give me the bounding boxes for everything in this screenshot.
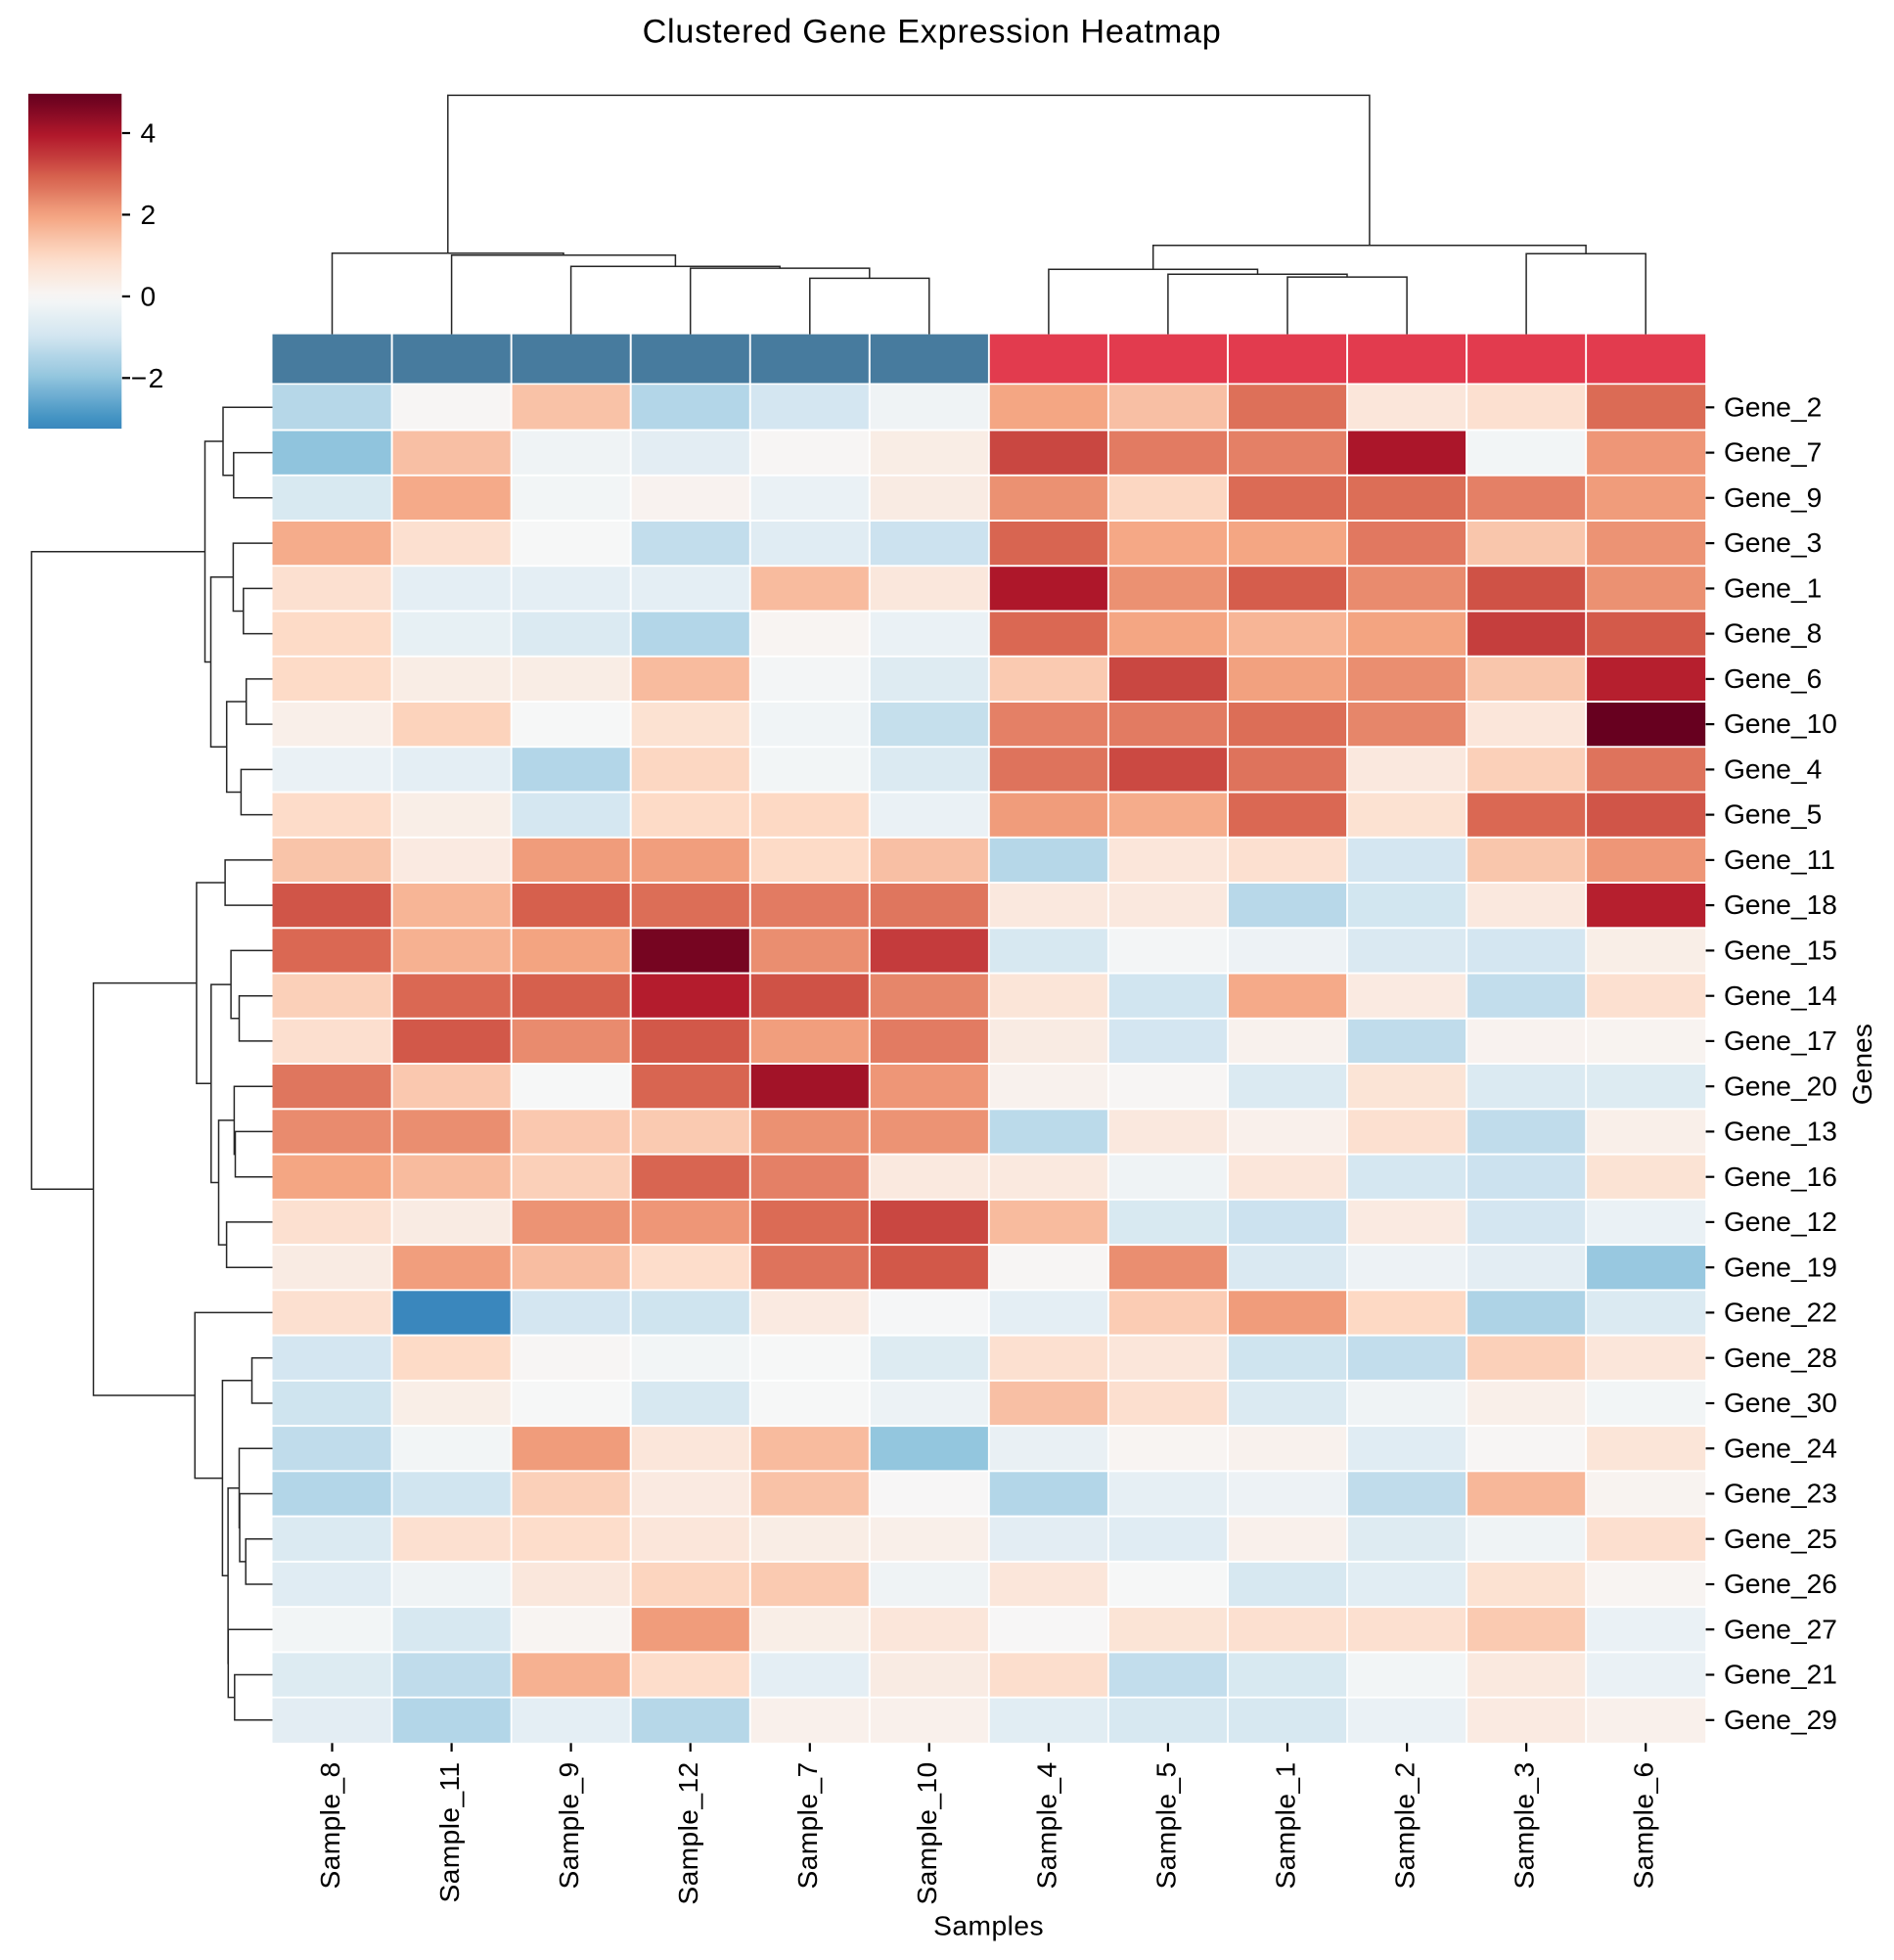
svg-text:Genes: Genes: [1846, 1024, 1877, 1105]
svg-text:Gene_12: Gene_12: [1724, 1206, 1837, 1237]
svg-text:Gene_24: Gene_24: [1724, 1432, 1837, 1463]
svg-text:Gene_5: Gene_5: [1724, 798, 1822, 830]
svg-text:Sample_1: Sample_1: [1269, 1761, 1300, 1889]
svg-text:4: 4: [140, 117, 156, 149]
svg-text:Gene_10: Gene_10: [1724, 707, 1837, 739]
svg-text:Sample_3: Sample_3: [1509, 1761, 1540, 1889]
svg-text:Sample_5: Sample_5: [1150, 1761, 1181, 1889]
svg-text:Gene_18: Gene_18: [1724, 889, 1837, 920]
svg-text:Gene_8: Gene_8: [1724, 617, 1822, 649]
svg-text:Sample_11: Sample_11: [433, 1761, 465, 1902]
svg-text:Gene_29: Gene_29: [1724, 1704, 1837, 1735]
svg-text:Gene_25: Gene_25: [1724, 1523, 1837, 1554]
svg-text:Gene_28: Gene_28: [1724, 1342, 1837, 1373]
svg-text:Sample_6: Sample_6: [1628, 1761, 1659, 1889]
svg-text:Gene_23: Gene_23: [1724, 1478, 1837, 1509]
svg-text:Samples: Samples: [933, 1909, 1044, 1940]
svg-text:Sample_7: Sample_7: [791, 1761, 823, 1889]
svg-text:Gene_7: Gene_7: [1724, 436, 1822, 468]
svg-text:Gene_13: Gene_13: [1724, 1116, 1837, 1147]
svg-text:0: 0: [140, 281, 156, 312]
svg-text:Gene_3: Gene_3: [1724, 526, 1822, 558]
svg-text:2: 2: [140, 199, 156, 230]
svg-text:Gene_1: Gene_1: [1724, 572, 1822, 604]
svg-text:Gene_16: Gene_16: [1724, 1161, 1837, 1192]
svg-text:Gene_19: Gene_19: [1724, 1251, 1837, 1282]
svg-text:Sample_2: Sample_2: [1389, 1761, 1420, 1889]
svg-text:Gene_27: Gene_27: [1724, 1613, 1837, 1644]
svg-text:Gene_9: Gene_9: [1724, 481, 1822, 513]
svg-text:Gene_17: Gene_17: [1724, 1025, 1837, 1056]
svg-text:Gene_20: Gene_20: [1724, 1070, 1837, 1101]
svg-text:Gene_22: Gene_22: [1724, 1297, 1837, 1328]
svg-text:Gene_2: Gene_2: [1724, 390, 1822, 422]
svg-text:Sample_8: Sample_8: [314, 1761, 345, 1889]
svg-text:Gene_14: Gene_14: [1724, 980, 1837, 1011]
svg-text:Gene_21: Gene_21: [1724, 1659, 1837, 1690]
svg-text:Gene_30: Gene_30: [1724, 1387, 1837, 1418]
svg-text:Clustered Gene Expression Heat: Clustered Gene Expression Heatmap: [643, 14, 1222, 51]
svg-text:Gene_26: Gene_26: [1724, 1568, 1837, 1599]
svg-text:Gene_4: Gene_4: [1724, 753, 1822, 785]
svg-text:−2: −2: [131, 362, 165, 393]
svg-text:Gene_11: Gene_11: [1724, 843, 1835, 875]
svg-text:Sample_4: Sample_4: [1030, 1761, 1061, 1889]
svg-text:Sample_12: Sample_12: [672, 1761, 703, 1904]
svg-text:Gene_15: Gene_15: [1724, 934, 1837, 966]
svg-text:Sample_9: Sample_9: [553, 1761, 584, 1889]
svg-text:Sample_10: Sample_10: [911, 1761, 942, 1904]
svg-text:Gene_6: Gene_6: [1724, 662, 1822, 694]
